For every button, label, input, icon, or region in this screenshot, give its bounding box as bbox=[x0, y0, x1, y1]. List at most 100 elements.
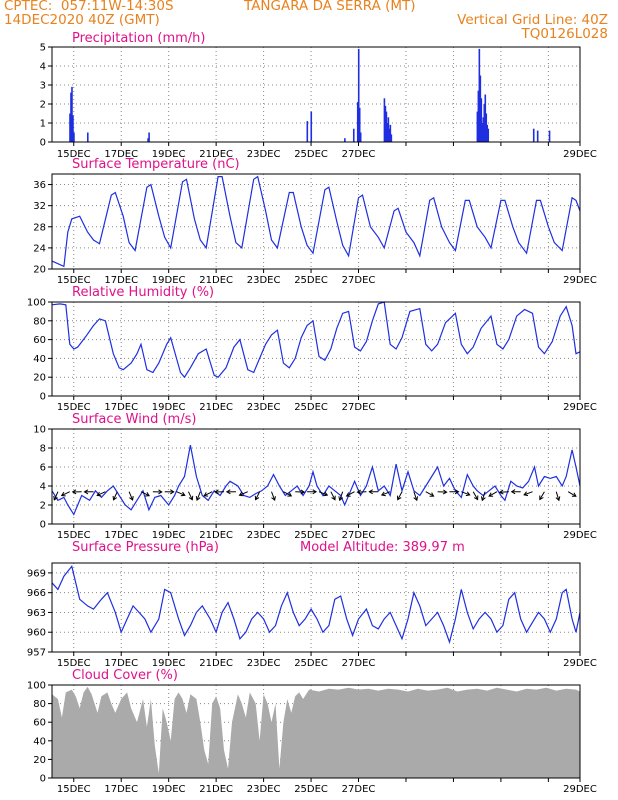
temp-xtick-label: 15DEC bbox=[57, 275, 91, 286]
wind-arrowhead bbox=[413, 496, 419, 502]
cloud-xtick-label: 15DEC bbox=[57, 784, 91, 795]
station-name: TANGARA DA SERRA (MT) bbox=[244, 0, 416, 14]
precip-bar bbox=[385, 111, 388, 142]
precip-bar bbox=[69, 113, 71, 142]
wind-arrowhead bbox=[523, 491, 529, 497]
precip-bar bbox=[487, 128, 490, 142]
wind-vector bbox=[271, 491, 276, 501]
pres-ytick-label: 969 bbox=[27, 568, 46, 579]
wind-xtick-label: 21DEC bbox=[199, 530, 233, 541]
precip-ytick-label: 4 bbox=[40, 62, 46, 73]
wind-vector bbox=[499, 491, 509, 493]
temp-xtick-label: 17DEC bbox=[104, 275, 138, 286]
precip-bar bbox=[73, 132, 75, 142]
cloud-cover-area bbox=[52, 686, 580, 778]
wind-xtick-label: 19DEC bbox=[152, 530, 186, 541]
precip-xtick-label: 29DEC bbox=[563, 149, 597, 160]
precip-bar bbox=[485, 113, 488, 142]
cloud-xtick-label: 19DEC bbox=[152, 784, 186, 795]
pres-series-line bbox=[51, 564, 581, 645]
wind-arrowhead bbox=[429, 492, 435, 497]
rh-series-line bbox=[51, 301, 581, 379]
rh-ytick-label: 40 bbox=[33, 354, 46, 365]
precip-bar bbox=[483, 104, 486, 142]
wind-xtick-label: 23DEC bbox=[247, 530, 281, 541]
station-coordinates: CPTEC: 057:11W-14:30S bbox=[4, 0, 174, 14]
wind-arrowhead bbox=[454, 489, 460, 495]
wind-arrowhead bbox=[225, 489, 231, 495]
precip-ytick-label: 1 bbox=[40, 119, 46, 130]
wind-arrowhead bbox=[480, 496, 486, 502]
precip-bar bbox=[388, 128, 391, 142]
wind-vector bbox=[113, 491, 118, 501]
wind-vector bbox=[413, 491, 418, 501]
wind-vector bbox=[555, 491, 560, 501]
wind-xtick-label: 27DEC bbox=[342, 530, 376, 541]
wind-vector bbox=[397, 491, 403, 500]
temp-xtick-label: 27DEC bbox=[342, 275, 376, 286]
precip-ytick-label: 3 bbox=[40, 81, 46, 92]
pres-ytick-label: 966 bbox=[27, 588, 46, 599]
precip-bar bbox=[486, 124, 489, 142]
wind-vector bbox=[203, 491, 213, 497]
cloud-ytick-label: 0 bbox=[40, 774, 46, 785]
rh-title: Relative Humidity (%) bbox=[72, 285, 214, 300]
wind-vector bbox=[488, 491, 498, 497]
wind-arrowhead bbox=[271, 496, 276, 502]
wind-vector bbox=[567, 491, 577, 497]
precip-ytick-label: 0 bbox=[40, 138, 46, 149]
pres-ytick-label: 957 bbox=[27, 648, 46, 659]
wind-arrowhead bbox=[338, 496, 344, 502]
cloud-xtick-label: 29DEC bbox=[563, 784, 597, 795]
rh-xtick-label: 25DEC bbox=[294, 402, 328, 413]
rh-xtick-label: 15DEC bbox=[57, 402, 91, 413]
rh-frame bbox=[51, 301, 581, 397]
wind-arrowhead bbox=[312, 489, 318, 495]
wind-vector bbox=[128, 491, 134, 501]
wind-arrowhead bbox=[368, 489, 373, 495]
cloud-xtick-label: 21DEC bbox=[199, 784, 233, 795]
wind-ytick-label: 6 bbox=[40, 463, 46, 474]
pres-xtick-label: 27DEC bbox=[342, 658, 376, 669]
precip-xtick-label: 15DEC bbox=[57, 149, 91, 160]
precip-bar bbox=[356, 102, 359, 142]
precip-bar bbox=[386, 123, 389, 142]
wind-vector bbox=[481, 491, 486, 501]
precip-bar bbox=[532, 128, 535, 142]
wind-arrowhead bbox=[287, 492, 293, 497]
precip-bar bbox=[484, 94, 487, 142]
precip-bar bbox=[387, 117, 390, 142]
wind-vector bbox=[97, 491, 106, 496]
wind-arrowhead bbox=[214, 489, 219, 495]
precip-bar bbox=[358, 107, 361, 142]
wind-arrowhead bbox=[254, 495, 260, 501]
cloud-xtick-label: 17DEC bbox=[104, 784, 138, 795]
wind-arrowhead bbox=[465, 491, 471, 497]
wind-ytick-label: 2 bbox=[40, 501, 46, 512]
wind-vector bbox=[140, 491, 150, 497]
wind-arrowhead bbox=[129, 495, 134, 501]
pres-ytick-label: 960 bbox=[27, 628, 46, 639]
precip-bar bbox=[478, 48, 481, 142]
precip-bar bbox=[476, 111, 479, 142]
precip-bar bbox=[481, 123, 484, 142]
wind-arrowhead bbox=[539, 495, 544, 501]
wind-vector bbox=[176, 491, 186, 496]
wind-arrowhead bbox=[571, 492, 577, 497]
temp-xtick-label: 21DEC bbox=[199, 275, 233, 286]
precip-xtick-label: 21DEC bbox=[199, 149, 233, 160]
rh-xtick-label: 29DEC bbox=[563, 402, 597, 413]
wind-vector bbox=[255, 491, 261, 500]
wind-arrowhead bbox=[195, 496, 201, 502]
precip-bar bbox=[148, 132, 150, 142]
precip-ytick-label: 5 bbox=[40, 43, 46, 54]
wind-arrowhead bbox=[510, 489, 516, 495]
wind-ytick-label: 8 bbox=[40, 444, 46, 455]
wind-arrowhead bbox=[158, 489, 163, 495]
pres-xtick-label: 23DEC bbox=[247, 658, 281, 669]
precip-xtick-label: 27DEC bbox=[342, 149, 376, 160]
wind-arrowhead bbox=[145, 492, 150, 497]
temp-ytick-label: 24 bbox=[33, 243, 46, 254]
temp-xtick-label: 29DEC bbox=[563, 275, 597, 286]
wind-vector bbox=[381, 491, 391, 496]
